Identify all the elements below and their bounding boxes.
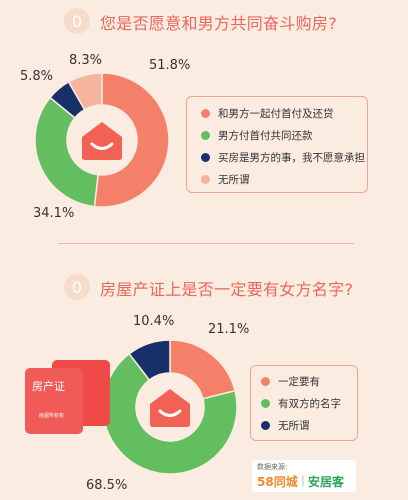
chart1-legend: 和男方一起付首付及还贷 男方付首付共同还款 买房是男方的事，我不愿意承担 无所谓 [186,96,368,193]
house-smile-icon [82,122,122,160]
legend-label: 男方付首付共同还款 [218,129,313,142]
legend-label: 买房是男方的事，我不愿意承担 [218,151,365,164]
certificate-title: 房产证 [32,380,65,393]
legend-label: 和男方一起付首付及还贷 [218,107,334,120]
chart1-slice-3 [67,72,103,111]
source-label: 数据来源: [257,463,288,471]
chart1-slice-1 [34,96,99,208]
legend-dot-icon [261,420,270,430]
chart2-legend-item: 一定要有 [261,370,357,392]
brand-separator: | [301,474,305,487]
legend-dot-icon [201,152,210,162]
legend-dot-icon [261,398,270,408]
legend-label: 一定要有 [278,375,320,388]
chart1-legend-item: 无所谓 [201,168,367,190]
question-1-badge: 0 [64,8,90,34]
question-2-title: 房屋产证上是否一定要有女方名字? [100,280,354,299]
certificate-subtitle: 房屋所有权 [39,413,65,419]
brand-58-logo: 58同城 [257,475,298,489]
chart1-label-slice-2: 5.8% [20,69,54,84]
legend-label: 无所谓 [218,173,250,186]
legend-dot-icon [201,130,210,140]
chart1-legend-item: 和男方一起付首付及还贷 [201,102,367,124]
chart2-legend: 一定要有 有双方的名字 无所谓 [250,365,358,441]
chart2-label-slice-1: 68.5% [86,478,128,493]
chart1-label-slice-0: 51.8% [149,58,191,73]
chart2-slice-2 [128,339,171,382]
section-divider [58,243,354,244]
legend-dot-icon [201,108,210,118]
chart1-label-slice-3: 8.3% [69,53,103,68]
question-1-title: 您是否愿意和男方共同奋斗购房? [100,14,337,33]
brand-anjuke-logo: 安居客 [308,475,345,489]
chart2-legend-item: 无所谓 [261,414,357,436]
chart1-legend-item: 买房是男方的事，我不愿意承担 [201,146,367,168]
chart2-label-slice-0: 21.1% [208,322,250,337]
chart2-slice-1 [102,352,238,475]
chart1-legend-item: 男方付首付共同还款 [201,124,367,146]
house-smile-icon [150,389,190,427]
certificate-front-illustration: 房产证 房屋所有权 [25,368,83,434]
legend-dot-icon [261,376,270,386]
legend-label: 有双方的名字 [278,397,341,410]
data-source: 数据来源: 58同城 | 安居客 [252,460,356,492]
chart2-slice-0 [169,339,236,400]
chart2-label-slice-2: 10.4% [133,314,175,329]
chart1-slice-0 [93,72,170,208]
legend-label: 无所谓 [278,419,310,432]
legend-dot-icon [201,174,210,184]
question-2-badge: 0 [64,274,90,300]
chart1-label-slice-1: 34.1% [33,206,75,221]
chart2-legend-item: 有双方的名字 [261,392,357,414]
